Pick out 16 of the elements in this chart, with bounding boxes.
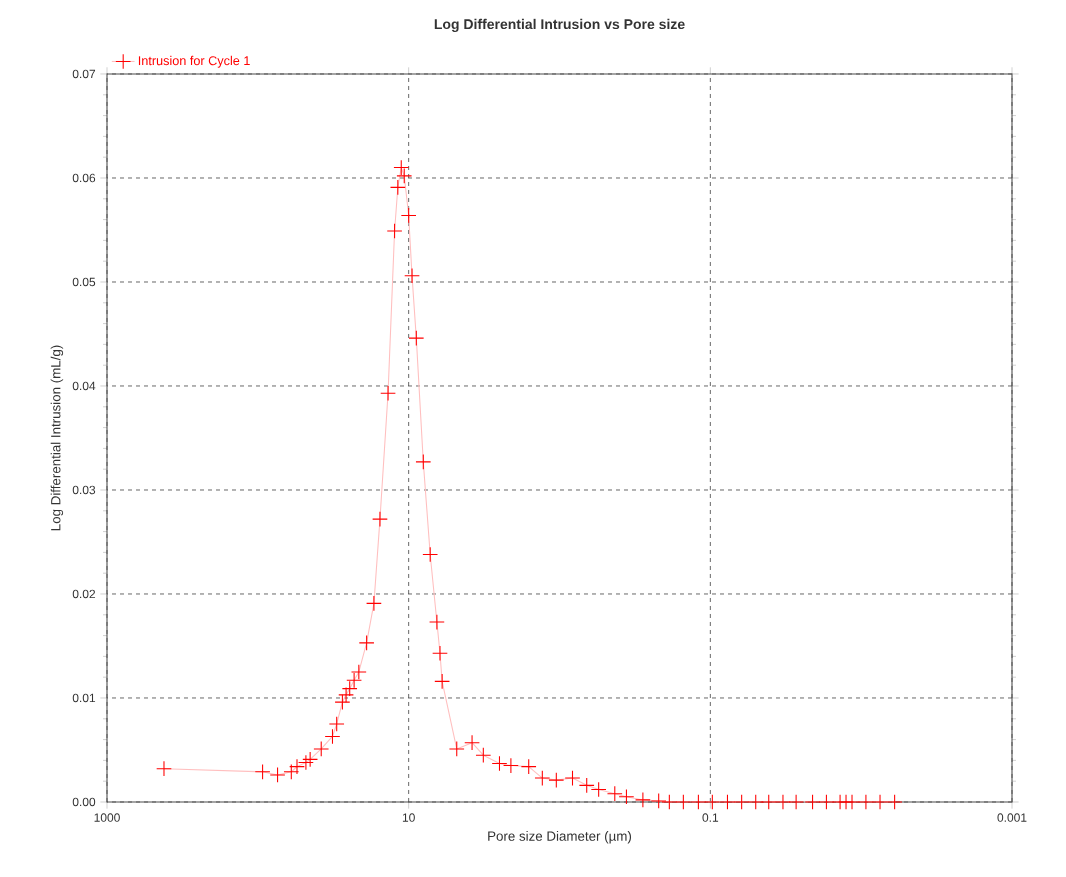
y-axis-title: Log Differential Intrusion (mL/g) <box>50 345 64 531</box>
y-tick-label: 0.07 <box>72 69 96 79</box>
y-tick-label: 0.01 <box>72 693 96 703</box>
legend-label: Intrusion for Cycle 1 <box>138 55 250 68</box>
x-axis-title: Pore size Diameter (µm) <box>488 831 632 844</box>
y-tick-label: 0.00 <box>72 797 96 807</box>
y-tick-label: 0.03 <box>72 485 96 495</box>
x-tick-label: 0.1 <box>702 813 719 822</box>
chart-title: Log Differential Intrusion vs Pore size <box>434 18 685 32</box>
x-tick-label: 0.001 <box>997 813 1027 822</box>
y-tick-label: 0.05 <box>72 277 96 287</box>
x-tick-label: 1000 <box>94 813 120 822</box>
y-tick-label: 0.04 <box>72 381 96 391</box>
y-tick-label: 0.02 <box>72 589 96 599</box>
y-tick-label: 0.06 <box>72 173 96 183</box>
x-tick-label: 10 <box>402 813 415 822</box>
